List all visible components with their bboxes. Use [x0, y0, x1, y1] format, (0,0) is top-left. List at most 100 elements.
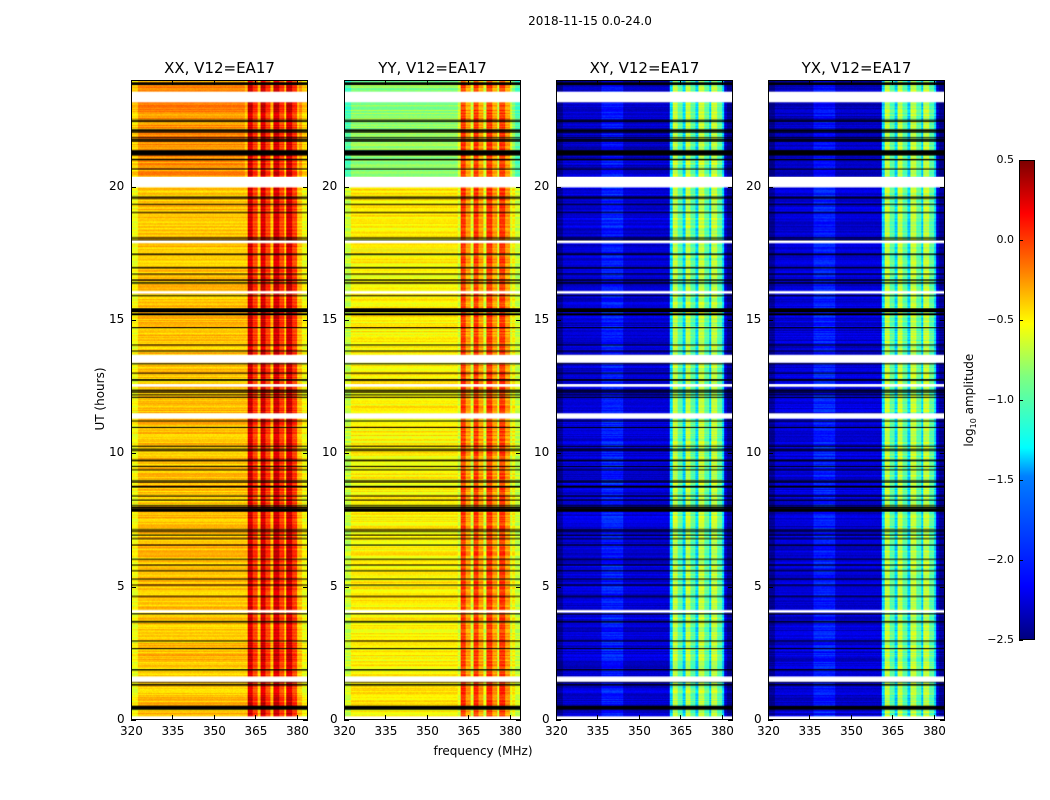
- heatmap-panel: [556, 80, 733, 720]
- y-tick-label: 15: [109, 312, 125, 326]
- y-tick-mark: [516, 720, 521, 721]
- y-tick-label: 15: [534, 312, 550, 326]
- x-tick-label: 380: [922, 724, 946, 738]
- x-tick-mark: [556, 80, 557, 85]
- y-tick-mark: [516, 586, 521, 588]
- heatmap-canvas: [769, 81, 944, 719]
- y-tick-mark: [768, 453, 773, 455]
- y-tick-mark: [303, 186, 308, 188]
- y-tick-label: 20: [322, 178, 338, 193]
- y-tick-label: 0: [117, 712, 125, 726]
- heatmap-canvas: [345, 81, 520, 719]
- y-tick-mark: [940, 720, 945, 721]
- x-tick-label: 350: [627, 724, 651, 738]
- x-tick-mark: [131, 715, 132, 720]
- x-tick-mark: [597, 715, 599, 720]
- x-tick-mark: [172, 715, 174, 720]
- y-tick-mark: [516, 186, 521, 188]
- y-tick-label: 10: [746, 445, 762, 460]
- panel-title: XY, V12=EA17: [589, 59, 700, 77]
- x-tick-mark: [296, 715, 298, 720]
- x-tick-label: 350: [839, 724, 863, 738]
- y-tick-mark: [556, 720, 561, 721]
- x-tick-label: 350: [415, 724, 439, 738]
- y-tick-mark: [556, 586, 561, 588]
- x-tick-mark: [385, 715, 387, 720]
- x-tick-mark: [344, 715, 345, 720]
- y-tick-mark: [768, 720, 773, 721]
- x-tick-mark: [509, 715, 511, 720]
- x-tick-mark: [213, 80, 215, 85]
- x-axis-label: frequency (MHz): [433, 744, 533, 758]
- x-tick-label: 335: [798, 724, 822, 738]
- y-tick-mark: [728, 320, 733, 321]
- y-tick-mark: [728, 186, 733, 188]
- colorbar-tick-mark: [1019, 160, 1023, 161]
- y-tick-mark: [728, 586, 733, 588]
- x-tick-mark: [255, 715, 257, 720]
- y-tick-mark: [728, 453, 733, 455]
- colorbar-tick-label: 0.0: [996, 233, 1015, 246]
- y-tick-label: 10: [109, 445, 125, 460]
- x-tick-mark: [933, 715, 935, 720]
- x-tick-mark: [850, 80, 852, 85]
- x-tick-mark: [768, 80, 769, 85]
- x-tick-label: 365: [244, 724, 268, 738]
- panel-title: YX, V12=EA17: [801, 59, 912, 77]
- x-tick-mark: [344, 80, 345, 85]
- heatmap-canvas: [557, 81, 732, 719]
- y-tick-label: 5: [117, 578, 125, 593]
- x-tick-label: 380: [498, 724, 522, 738]
- y-tick-label: 20: [746, 178, 762, 193]
- y-tick-mark: [303, 586, 308, 588]
- x-tick-label: 350: [202, 724, 226, 738]
- colorbar-tick-label: −1.5: [987, 473, 1014, 486]
- x-tick-label: 320: [333, 724, 356, 738]
- x-tick-mark: [809, 715, 811, 720]
- x-tick-mark: [131, 80, 132, 85]
- x-tick-mark: [468, 715, 470, 720]
- y-tick-mark: [940, 186, 945, 188]
- y-tick-mark: [344, 186, 349, 188]
- x-tick-mark: [255, 80, 257, 85]
- panel-title: YY, V12=EA17: [378, 59, 487, 77]
- y-axis-label: UT (hours): [93, 367, 107, 431]
- x-tick-mark: [721, 80, 723, 85]
- y-tick-mark: [303, 320, 308, 321]
- y-tick-mark: [728, 720, 733, 721]
- y-tick-mark: [516, 320, 521, 321]
- heatmap-panel: [768, 80, 945, 720]
- colorbar-tick-label: −0.5: [987, 313, 1014, 326]
- x-tick-label: 320: [120, 724, 143, 738]
- x-tick-label: 365: [457, 724, 481, 738]
- x-tick-mark: [768, 715, 769, 720]
- colorbar-tick-mark: [1019, 240, 1023, 241]
- y-tick-mark: [131, 320, 136, 321]
- colorbar-tick-label: 0.5: [996, 153, 1015, 166]
- colorbar-tick-label: −2.5: [987, 633, 1014, 646]
- figure-title: 2018-11-15 0.0-24.0: [528, 14, 652, 28]
- y-tick-mark: [556, 320, 561, 321]
- colorbar-tick-label: −1.0: [987, 393, 1014, 406]
- y-tick-mark: [768, 186, 773, 188]
- y-tick-mark: [131, 453, 136, 455]
- y-tick-label: 0: [330, 712, 338, 726]
- x-tick-mark: [809, 80, 811, 85]
- heatmap-canvas: [132, 81, 307, 719]
- heatmap-panel: [131, 80, 308, 720]
- x-tick-mark: [385, 80, 387, 85]
- y-tick-label: 20: [109, 178, 125, 193]
- y-tick-mark: [768, 586, 773, 588]
- x-tick-label: 335: [161, 724, 185, 738]
- y-tick-mark: [131, 586, 136, 588]
- y-tick-label: 15: [746, 312, 762, 326]
- colorbar-tick-label: −2.0: [987, 553, 1014, 566]
- x-tick-label: 380: [710, 724, 734, 738]
- colorbar-tick-mark: [1019, 560, 1023, 561]
- y-tick-mark: [516, 453, 521, 455]
- y-tick-mark: [768, 320, 773, 321]
- colorbar-tick-mark: [1019, 480, 1023, 481]
- y-tick-mark: [556, 186, 561, 188]
- y-tick-label: 15: [322, 312, 338, 326]
